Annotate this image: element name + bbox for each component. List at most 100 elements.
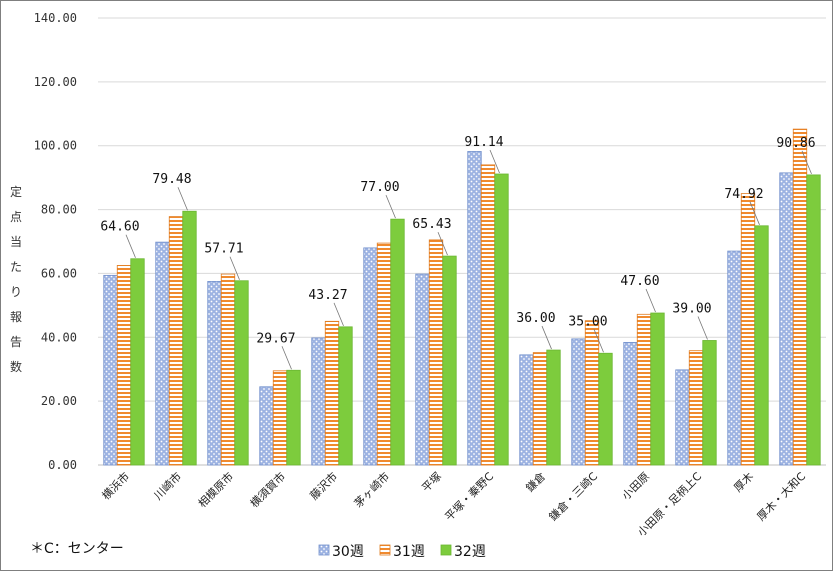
bar [467,151,482,466]
y-axis-label-char: り [10,285,22,299]
x-tick-label: 藤沢市 [307,469,340,502]
y-tick-label: 140.00 [34,11,77,25]
leader-line [281,346,292,370]
bar [116,265,132,466]
bar [415,273,430,466]
y-axis-label-char: 点 [10,210,22,224]
bar [103,274,118,466]
leader-line [333,302,344,326]
y-tick-label: 20.00 [41,394,77,408]
x-tick-label: 厚木・大和C [754,469,808,523]
bar [532,352,548,466]
bar [338,326,353,466]
x-tick-label-group: 鎌倉・三崎C [546,469,600,523]
y-axis-label-char: 報 [10,310,22,324]
y-tick-label: 80.00 [41,203,77,217]
leader-line [749,201,760,225]
bar [286,369,301,466]
bar [363,247,378,466]
y-tick-label: 0.00 [48,458,77,472]
x-tick-label-group: 茅ヶ崎市 [351,469,392,510]
bar [480,164,496,466]
x-tick-label-group: 横須賀市 [247,469,288,510]
leader-line [229,256,240,280]
x-tick-label-group: 川崎市 [151,469,184,502]
x-tick-label-group: 小田原 [620,470,653,503]
leader-line [125,234,136,258]
data-label: 77.00 [360,180,399,195]
x-tick-label: 小田原 [620,470,653,503]
x-tick-label: 茅ヶ崎市 [351,469,392,510]
bars [103,128,821,466]
x-tick-label: 鎌倉・三崎C [546,469,600,523]
data-label: 65.43 [412,217,451,232]
bar [259,386,274,466]
bar [220,273,236,466]
leader-line [697,316,708,340]
y-tick-label: 100.00 [34,139,77,153]
data-label: 79.48 [152,172,191,187]
leader-line [541,325,552,350]
leader-line [593,329,604,353]
y-axis-label-char: 告 [10,335,22,349]
bar [623,341,638,466]
bar [519,354,534,466]
bar [182,210,197,466]
data-label: 35.00 [568,314,607,329]
y-tick-label: 60.00 [41,266,77,280]
bar [675,369,690,466]
bar [702,340,717,466]
leader-line [801,150,812,175]
bar [130,258,145,466]
x-tick-label-group: 鎌倉 [523,469,548,494]
data-label: 47.60 [620,274,659,289]
y-axis-label-char: 定 [10,184,22,199]
bar [390,218,405,466]
x-tick-label: 川崎市 [151,469,184,502]
x-tick-label: 相模原市 [195,469,236,510]
bar [311,337,326,466]
leader-line [489,149,500,174]
leader-line [385,194,396,219]
data-label: 29.67 [256,331,295,346]
y-axis-label-char: た [10,260,22,274]
legend-label: 32週 [454,544,486,560]
x-tick-label-group: 厚木 [731,470,756,495]
bar [155,241,170,466]
legend-swatch [440,544,452,556]
bar [598,352,613,466]
data-label: 36.00 [516,311,555,326]
legend: 30週 31週 32週 [318,544,486,560]
x-tick-label-group: 厚木・大和C [754,469,808,523]
bar [584,320,600,466]
x-tick-label-group: 横浜市 [99,469,132,502]
footnote: ＊C：センター [30,541,124,557]
data-labels: 64.60 79.48 57.71 29.67 43.27 77.00 65.43 91.14… [100,135,816,370]
leader-line [645,288,656,313]
x-tick-label: 横須賀市 [247,469,288,510]
x-tick-label: 横浜市 [99,469,132,502]
legend-swatch [379,544,391,556]
data-label: 91.14 [464,135,503,150]
bar [688,350,704,466]
x-tick-label-group: 相模原市 [195,469,236,510]
bar [727,250,742,466]
x-tick-label: 平塚・秦野C [442,469,496,523]
legend-label: 30週 [332,544,364,560]
data-label: 64.60 [100,220,139,235]
bar [324,320,340,466]
bar [636,313,652,466]
y-axis-label-char: 数 [10,359,22,374]
data-label: 74.92 [724,187,763,202]
x-tick-label-group: 藤沢市 [307,469,340,502]
bar [442,255,457,466]
y-axis-ticks: 0.00 20.00 40.00 60.00 80.00 100.00 120.00 140.… [34,11,77,472]
legend-label: 31週 [393,544,425,560]
x-tick-label: 厚木 [731,470,756,495]
data-label: 43.27 [308,288,347,303]
bar [792,128,808,466]
bar [546,349,561,466]
bar [754,225,769,466]
legend-swatch [318,544,330,556]
